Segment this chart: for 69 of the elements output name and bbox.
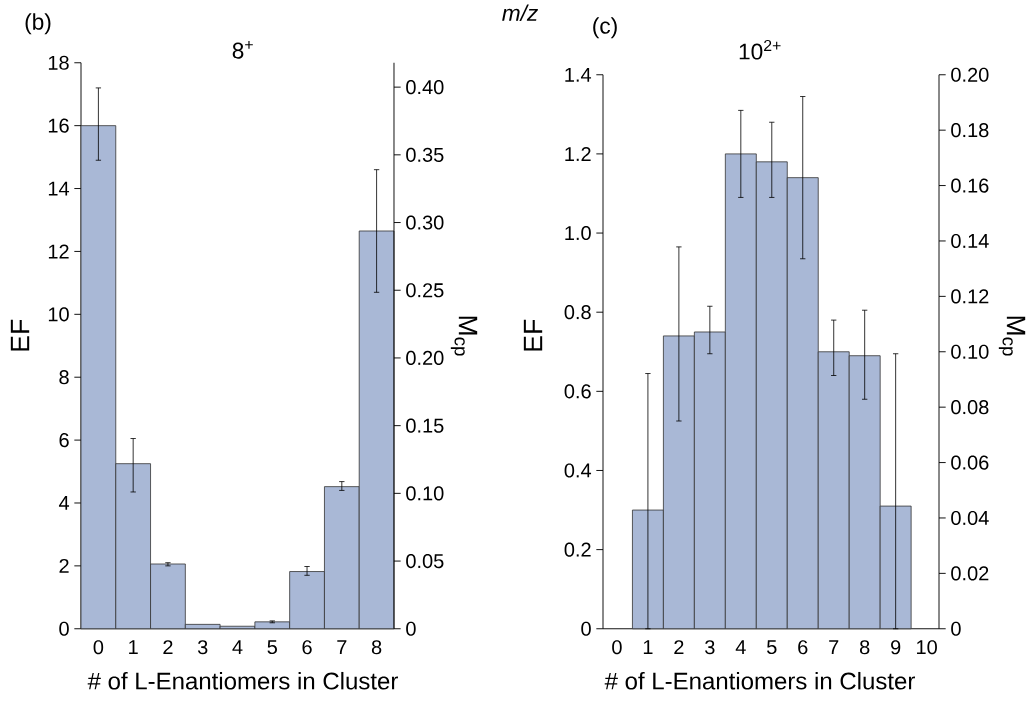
x-tick-label: 4 bbox=[735, 640, 746, 655]
x-tick-label: 10 bbox=[917, 640, 937, 655]
y2-tick-label: 0.40 bbox=[406, 80, 444, 95]
y2-tick-label: 0.10 bbox=[951, 344, 989, 359]
y-tick-label: 18 bbox=[48, 55, 69, 70]
y2-axis-title: M$_{cp}$ bbox=[998, 316, 1026, 356]
x-tick-label: 2 bbox=[163, 640, 173, 655]
y-axis-title: EF bbox=[523, 319, 543, 351]
y2-tick-label: 0.18 bbox=[951, 123, 989, 138]
y-tick-label: 0.8 bbox=[564, 305, 591, 320]
x-tick-label: 9 bbox=[891, 640, 901, 655]
text: (b) bbox=[25, 13, 51, 35]
y2-tick-label: 0.10 bbox=[406, 486, 444, 501]
y2-tick-label: 0.14 bbox=[951, 233, 989, 249]
y-tick-label: 16 bbox=[48, 118, 69, 133]
y-axis-title: EF bbox=[10, 319, 30, 351]
x-tick-label: 1 bbox=[129, 640, 138, 655]
x-tick-label: 8 bbox=[371, 640, 382, 655]
y-tick-label: 0 bbox=[59, 621, 69, 636]
y2-tick-label: 0.12 bbox=[951, 289, 989, 304]
x-tick-label: 3 bbox=[705, 640, 715, 655]
y-tick-label: 10 bbox=[48, 307, 69, 322]
chart-title: 8$^{+}$ bbox=[232, 41, 253, 59]
x-tick-label: 3 bbox=[197, 640, 208, 655]
x-tick-label: 0 bbox=[612, 640, 622, 655]
y2-tick-label: 0.20 bbox=[406, 350, 444, 366]
y2-tick-label: 0.30 bbox=[406, 215, 444, 230]
x-tick-label: 7 bbox=[829, 640, 839, 655]
y2-axis-title: M$_{cp}$ bbox=[450, 316, 478, 356]
x-tick-label: 8 bbox=[860, 640, 870, 655]
y2-tick-label: 0.25 bbox=[406, 283, 444, 298]
x-tick-label: 6 bbox=[302, 640, 312, 655]
x-tick-label: 2 bbox=[674, 640, 684, 655]
x-tick-label: 1 bbox=[643, 640, 653, 655]
y2-tick-label: 0.05 bbox=[406, 554, 444, 569]
x-tick-label: 7 bbox=[337, 640, 347, 655]
y-tick-label: 4 bbox=[58, 496, 70, 510]
y-tick-label: 14 bbox=[48, 181, 70, 196]
y2-tick-label: 0.02 bbox=[951, 566, 989, 581]
y-tick-label: 1.0 bbox=[565, 226, 591, 241]
text: m/z bbox=[502, 4, 538, 22]
y-tick-label: 8 bbox=[59, 370, 69, 385]
y2-tick-label: 0.35 bbox=[406, 147, 444, 163]
y2-tick-label: 0.16 bbox=[951, 178, 989, 193]
y-tick-label: 6 bbox=[59, 433, 69, 448]
y2-tick-label: 0.20 bbox=[951, 67, 989, 82]
y-tick-label: 12 bbox=[48, 244, 69, 259]
x-tick-label: 6 bbox=[798, 640, 808, 655]
x-tick-label: 0 bbox=[93, 640, 104, 655]
y-tick-label: 2 bbox=[59, 559, 69, 573]
x-axis-title: # of L-Enantiomers in Cluster bbox=[604, 672, 915, 690]
y-tick-label: 0.6 bbox=[564, 384, 591, 399]
x-tick-label: 5 bbox=[767, 640, 777, 655]
y2-tick-label: 0.04 bbox=[951, 510, 989, 526]
y-tick-label: 0.2 bbox=[564, 542, 591, 557]
x-tick-label: 4 bbox=[232, 640, 243, 655]
chart-title: 10$^{2+}$ bbox=[739, 40, 781, 60]
y2-tick-label: 0 bbox=[951, 621, 961, 636]
y2-tick-label: 0.08 bbox=[951, 400, 989, 415]
y2-tick-label: 0.06 bbox=[951, 455, 989, 470]
x-axis-title: # of L-Enantiomers in Cluster bbox=[87, 672, 398, 690]
text: (c) bbox=[593, 17, 617, 39]
y-tick-label: 0.4 bbox=[564, 463, 592, 478]
y2-tick-label: 0.15 bbox=[406, 418, 444, 433]
y-tick-label: 1.2 bbox=[565, 147, 591, 161]
y-tick-label: 1.4 bbox=[565, 67, 592, 82]
y-tick-label: 0 bbox=[581, 621, 591, 636]
x-tick-label: 5 bbox=[267, 640, 277, 655]
y2-tick-label: 0 bbox=[406, 621, 416, 636]
